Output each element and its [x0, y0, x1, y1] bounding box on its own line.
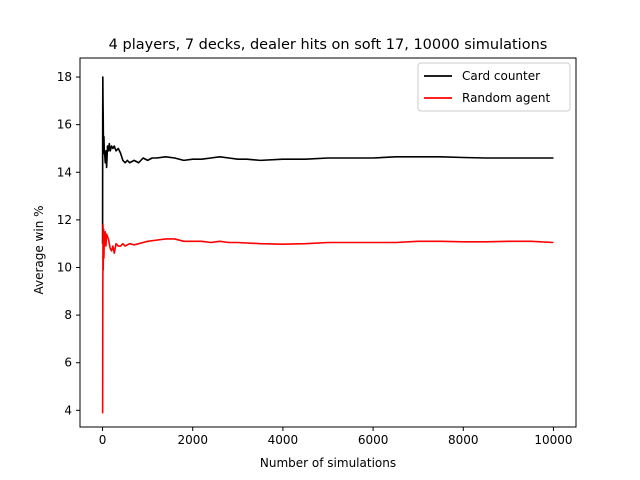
y-axis-label: Average win %: [32, 205, 46, 294]
series-layer: [101, 76, 554, 414]
x-tick-label: 4000: [268, 433, 299, 447]
series-line-card-counter: [101, 76, 554, 244]
legend-label: Random agent: [462, 91, 550, 105]
y-tick-label: 12: [57, 213, 72, 227]
y-tick-label: 6: [64, 356, 72, 370]
y-tick-label: 8: [64, 308, 72, 322]
y-tick-label: 4: [64, 403, 72, 417]
x-axis-label: Number of simulations: [260, 456, 396, 470]
axes-frame: [79, 57, 577, 428]
y-tick-label: 14: [57, 165, 72, 179]
x-tick-label: 6000: [358, 433, 389, 447]
x-tick-label: 8000: [448, 433, 479, 447]
series-line-random-agent: [101, 223, 554, 414]
x-tick-label: 2000: [177, 433, 208, 447]
chart-title: 4 players, 7 decks, dealer hits on soft …: [109, 37, 548, 53]
x-tick-label: 10000: [534, 433, 572, 447]
y-tick-label: 10: [57, 260, 72, 274]
y-tick-label: 18: [57, 70, 72, 84]
y-tick-label: 16: [57, 118, 72, 132]
x-axis-ticks: 0 2000 4000 6000 8000 10000: [99, 427, 573, 447]
legend: Card counter Random agent: [417, 62, 571, 112]
legend-box: [417, 62, 571, 112]
x-tick-label: 0: [99, 433, 107, 447]
legend-label: Card counter: [462, 69, 540, 83]
y-axis-ticks: 4 6 8 10 12 14 16 18: [57, 70, 80, 417]
plot-area: [79, 57, 577, 428]
